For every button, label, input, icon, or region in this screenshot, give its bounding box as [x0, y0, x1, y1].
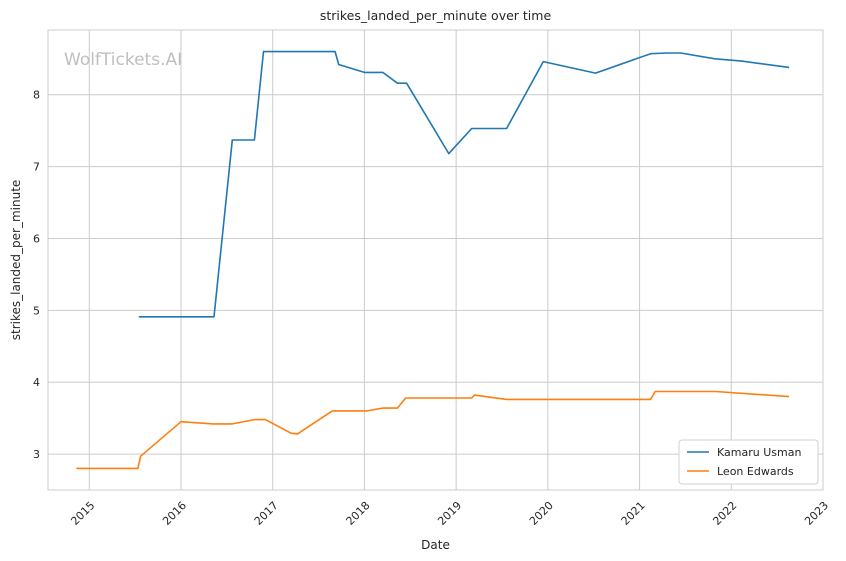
x-tick-label: 2023 [802, 499, 831, 528]
series-line-leon-edwards [76, 390, 790, 470]
y-tick-label: 7 [33, 161, 40, 174]
x-axis-label: Date [421, 538, 450, 552]
series-layer [76, 50, 790, 470]
x-gridlines [88, 30, 824, 490]
chart-title: strikes_landed_per_minute over time [320, 8, 552, 23]
x-tick-label: 2020 [527, 499, 556, 528]
y-tick-label: 6 [33, 232, 40, 245]
watermark-text: WolfTickets.AI [64, 50, 182, 70]
y-tick-label: 5 [33, 304, 40, 317]
plot-area [47, 29, 824, 491]
legend-label-kamaru-usman: Kamaru Usman [717, 446, 801, 459]
x-tick-label: 2022 [710, 499, 739, 528]
y-tick-label: 4 [33, 376, 40, 389]
x-tick-label: 2019 [435, 499, 464, 528]
legend: Kamaru Usman Leon Edwards [678, 439, 819, 485]
x-tick-labels: 2015 2016 2017 2018 2019 2020 2021 2022 2023 [68, 499, 831, 528]
legend-label-leon-edwards: Leon Edwards [717, 465, 794, 478]
y-tick-labels: 3 4 5 6 7 8 [33, 89, 40, 461]
y-axis-label: strikes_landed_per_minute [9, 180, 23, 341]
x-tick-label: 2017 [252, 499, 281, 528]
y-tick-label: 8 [33, 89, 40, 102]
y-tick-label: 3 [33, 448, 40, 461]
legend-box [678, 439, 819, 485]
x-tick-label: 2015 [68, 499, 97, 528]
x-tick-label: 2018 [344, 499, 373, 528]
x-tick-label: 2021 [619, 499, 648, 528]
series-line-kamaru-usman [138, 50, 790, 318]
x-tick-label: 2016 [160, 499, 189, 528]
